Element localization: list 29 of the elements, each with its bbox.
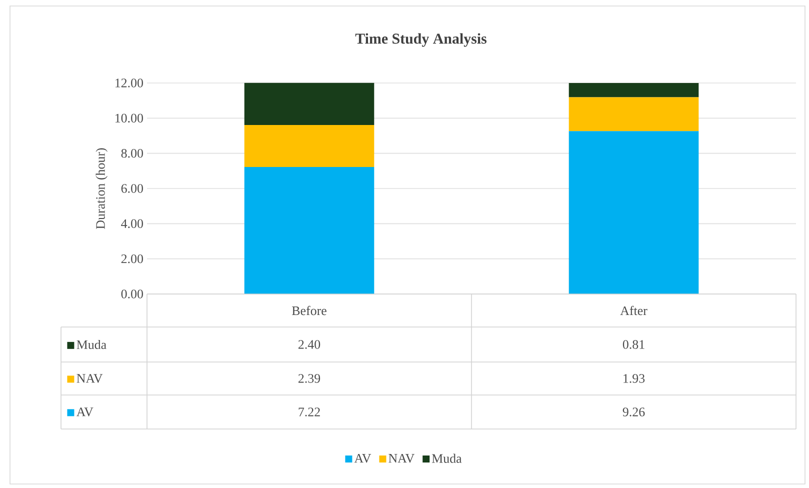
x-tick-label: Before xyxy=(292,306,326,316)
data-label: 7.22 xyxy=(298,408,320,416)
data-label: 2.40 xyxy=(298,340,320,349)
legend-label: Muda xyxy=(76,340,106,350)
chart-title: Time Study Analysis xyxy=(355,33,487,47)
bar xyxy=(244,125,374,168)
text: Muda xyxy=(432,454,462,463)
bar xyxy=(244,82,374,126)
y-tick-label: 0.00 xyxy=(121,290,143,298)
y-tick-label: 12.00 xyxy=(115,78,143,88)
data-label: 2.39 xyxy=(298,374,320,383)
legend-label: AV xyxy=(354,454,372,463)
bar xyxy=(568,83,699,98)
text: AV xyxy=(76,408,94,416)
legend-label: NAV xyxy=(76,374,103,383)
bar xyxy=(568,97,699,132)
y-tick-label: 6.00 xyxy=(121,184,143,193)
y-tick-label: 2.00 xyxy=(121,254,143,264)
bar xyxy=(568,131,699,294)
data-label: 9.26 xyxy=(622,408,645,416)
y-tick-label: 10.00 xyxy=(115,114,143,123)
bar xyxy=(244,167,374,294)
y-tick-label: 4.00 xyxy=(121,219,143,228)
text: NAV xyxy=(388,454,414,463)
data-label: 0.81 xyxy=(622,340,644,349)
x-tick-label: After xyxy=(620,306,648,316)
y-axis-title: Duration (hour) xyxy=(96,148,108,229)
y-tick-label: 8.00 xyxy=(121,148,143,158)
data-label: 1.93 xyxy=(624,374,645,383)
